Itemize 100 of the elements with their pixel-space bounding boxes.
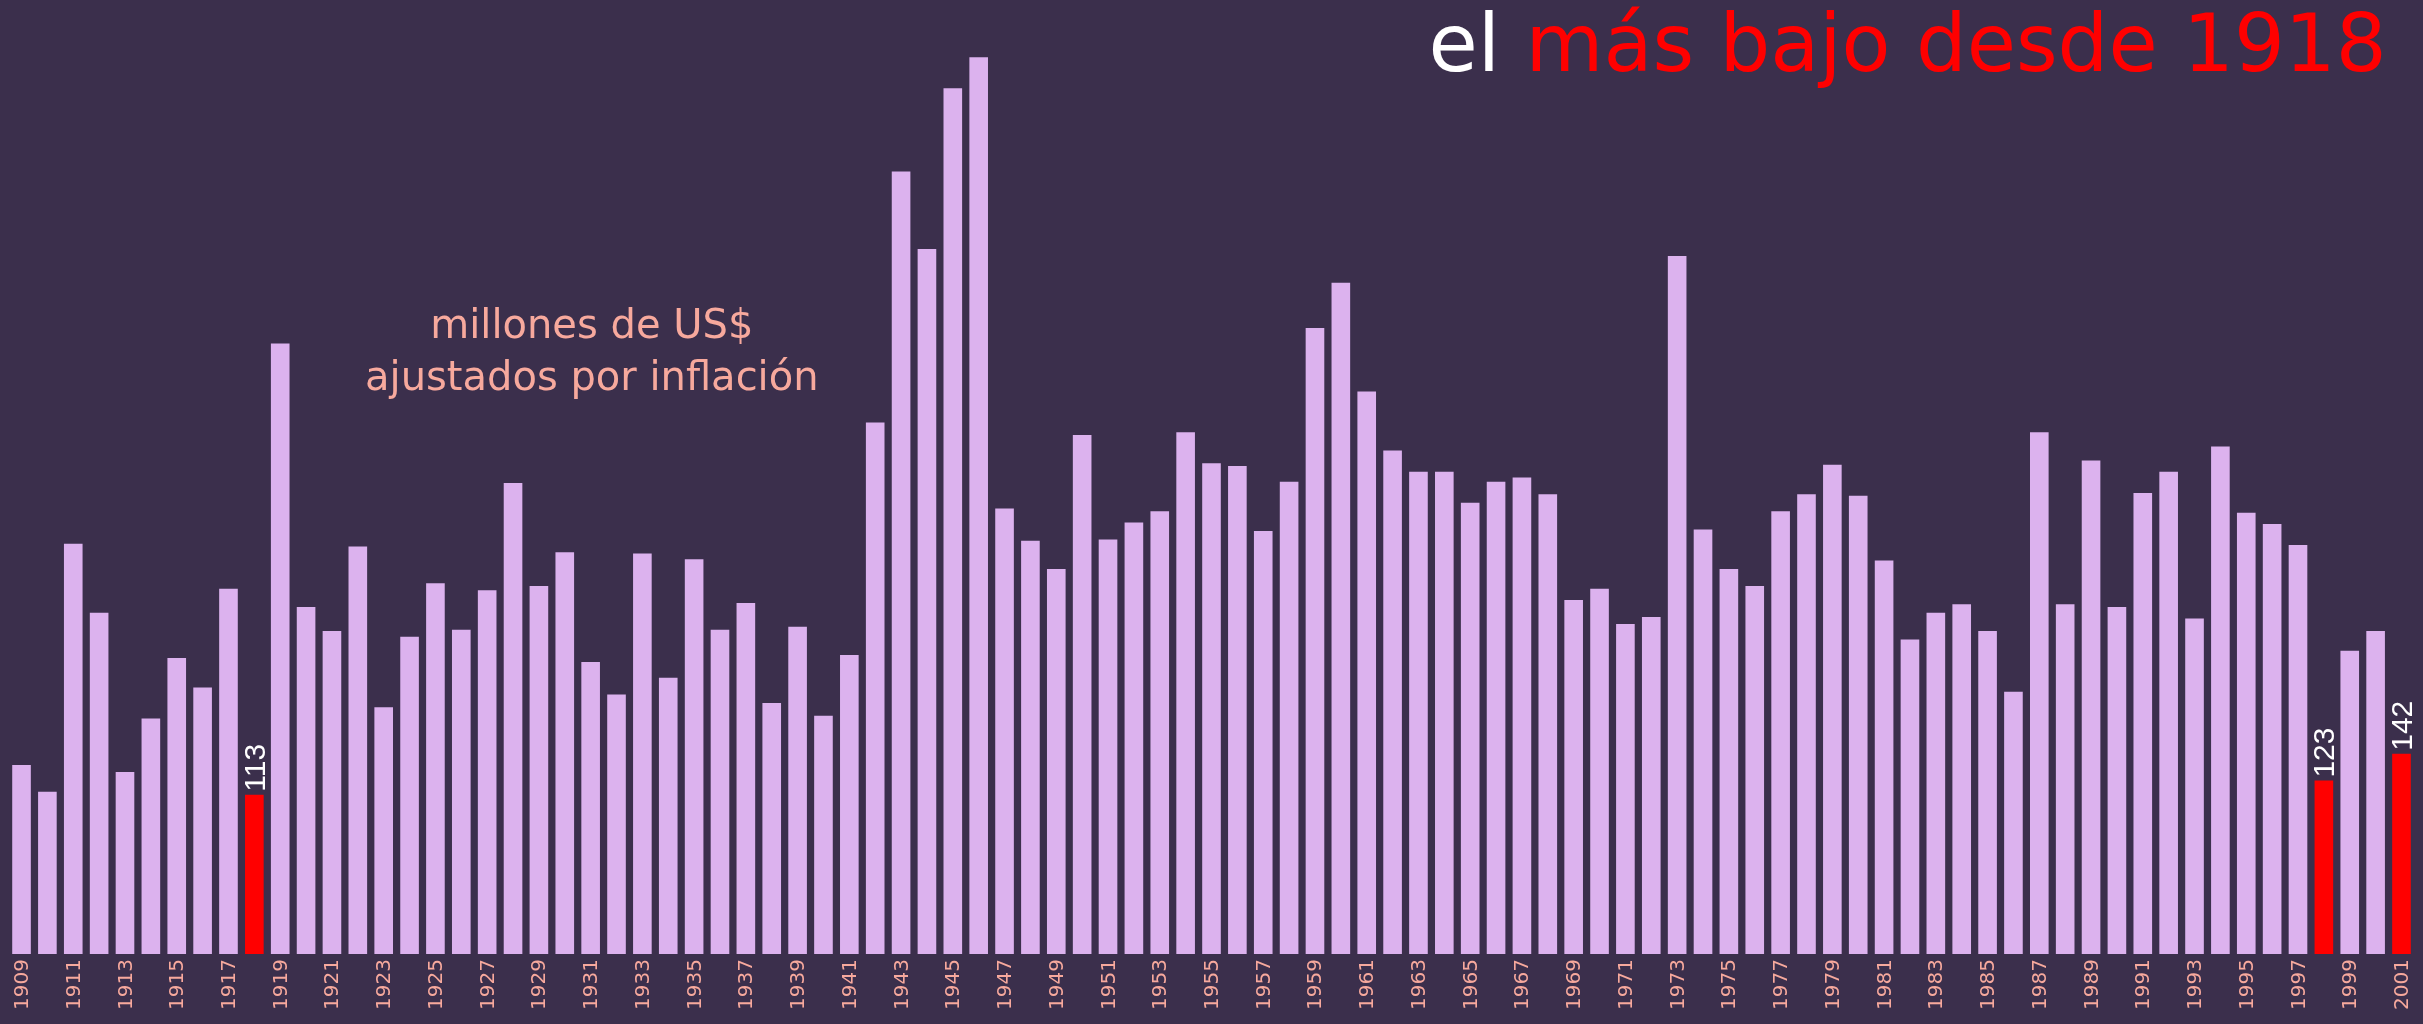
bar xyxy=(1331,282,1351,954)
bar xyxy=(2392,753,2411,954)
bar xyxy=(633,553,652,954)
bar xyxy=(684,559,704,954)
data-label: 142 xyxy=(2384,700,2418,751)
bar xyxy=(1176,432,1195,954)
x-tick-label: 1937 xyxy=(733,959,758,1010)
bar xyxy=(1150,511,1170,954)
x-tick-label: 1963 xyxy=(1405,959,1430,1010)
x-tick-label: 1965 xyxy=(1457,959,1482,1010)
bar xyxy=(736,602,756,954)
x-tick-label: 1999 xyxy=(2337,959,2362,1010)
bar xyxy=(270,343,290,954)
bar xyxy=(1745,585,1765,954)
bar xyxy=(555,552,575,954)
x-tick-label: 1931 xyxy=(578,959,603,1010)
bar xyxy=(219,588,238,954)
bar xyxy=(2081,460,2101,954)
x-tick-label: 1941 xyxy=(836,959,861,1010)
x-tick-label: 1923 xyxy=(371,959,396,1010)
bar xyxy=(1900,639,1920,954)
x-tick-label: 1913 xyxy=(112,959,137,1010)
bar xyxy=(1667,256,1687,954)
bar xyxy=(374,707,393,954)
bar xyxy=(865,422,885,954)
bar xyxy=(1512,477,1532,954)
bar xyxy=(788,626,807,954)
x-tick-label: 1991 xyxy=(2130,959,2155,1010)
bar xyxy=(245,794,264,954)
x-tick-label: 1951 xyxy=(1095,959,1120,1010)
x-tick-label: 1949 xyxy=(1043,959,1068,1010)
bar xyxy=(426,583,445,954)
bar xyxy=(891,171,911,954)
bar xyxy=(1228,466,1247,954)
bar xyxy=(2366,631,2385,954)
bar xyxy=(2004,691,2023,954)
bar xyxy=(581,662,600,954)
x-tick-label: 1959 xyxy=(1302,959,1327,1010)
bar xyxy=(141,718,161,954)
x-tick-label: 1983 xyxy=(1923,959,1948,1010)
bar xyxy=(1409,471,1428,954)
bar xyxy=(167,657,187,954)
x-tick-label: 2001 xyxy=(2388,959,2413,1010)
bar xyxy=(658,677,678,954)
x-tick-label: 1947 xyxy=(992,959,1017,1010)
bar xyxy=(1253,530,1273,954)
x-tick-label: 1953 xyxy=(1147,959,1172,1010)
bar xyxy=(296,607,316,954)
bar xyxy=(1279,481,1299,954)
bar xyxy=(710,629,730,954)
bar xyxy=(1538,494,1558,954)
bar xyxy=(12,765,31,954)
bar xyxy=(1641,616,1661,954)
bar xyxy=(917,248,937,954)
bar xyxy=(1460,502,1480,954)
bar xyxy=(1771,511,1790,954)
bar xyxy=(943,88,963,954)
bar xyxy=(1616,624,1635,954)
bar xyxy=(477,590,497,954)
bar xyxy=(2211,446,2230,954)
x-tick-label: 1921 xyxy=(319,959,344,1010)
x-tick-label: 1973 xyxy=(1664,959,1689,1010)
bar xyxy=(63,543,83,954)
bar xyxy=(762,703,782,954)
x-tick-label: 1975 xyxy=(1716,959,1741,1010)
bar xyxy=(607,694,626,954)
bar xyxy=(1357,391,1377,954)
x-tick-label: 1981 xyxy=(1871,959,1896,1010)
bar xyxy=(2262,523,2282,954)
x-tick-label: 1935 xyxy=(681,959,706,1010)
x-tick-label: 1915 xyxy=(164,959,189,1010)
bar xyxy=(1305,327,1325,954)
bar xyxy=(38,791,57,954)
x-tick-label: 1971 xyxy=(1612,959,1637,1010)
bar xyxy=(2055,604,2075,954)
bar xyxy=(1098,539,1118,954)
bar xyxy=(1719,569,1739,954)
x-tick-label: 1911 xyxy=(60,959,85,1010)
bar xyxy=(89,612,109,954)
bar xyxy=(2185,618,2204,954)
x-tick-label: 1993 xyxy=(2182,959,2207,1010)
bar xyxy=(2314,780,2334,954)
x-tick-label: 1977 xyxy=(1768,959,1793,1010)
x-tick-label: 1995 xyxy=(2233,959,2258,1010)
bar xyxy=(814,715,833,954)
x-tick-label: 1945 xyxy=(940,959,965,1010)
bar xyxy=(1848,495,1868,954)
data-label: 123 xyxy=(2307,727,2341,778)
bar xyxy=(1926,612,1946,954)
x-tick-label: 1917 xyxy=(215,959,240,1010)
bar xyxy=(1435,471,1454,954)
x-tick-label: 1943 xyxy=(888,959,913,1010)
x-tick-label: 1985 xyxy=(1975,959,2000,1010)
bar xyxy=(322,631,342,954)
bar xyxy=(1564,600,1583,954)
x-tick-label: 1967 xyxy=(1509,959,1534,1010)
x-tick-label: 1969 xyxy=(1561,959,1586,1010)
bar xyxy=(1072,435,1092,954)
x-tick-label: 1933 xyxy=(629,959,654,1010)
bar xyxy=(2236,512,2256,954)
